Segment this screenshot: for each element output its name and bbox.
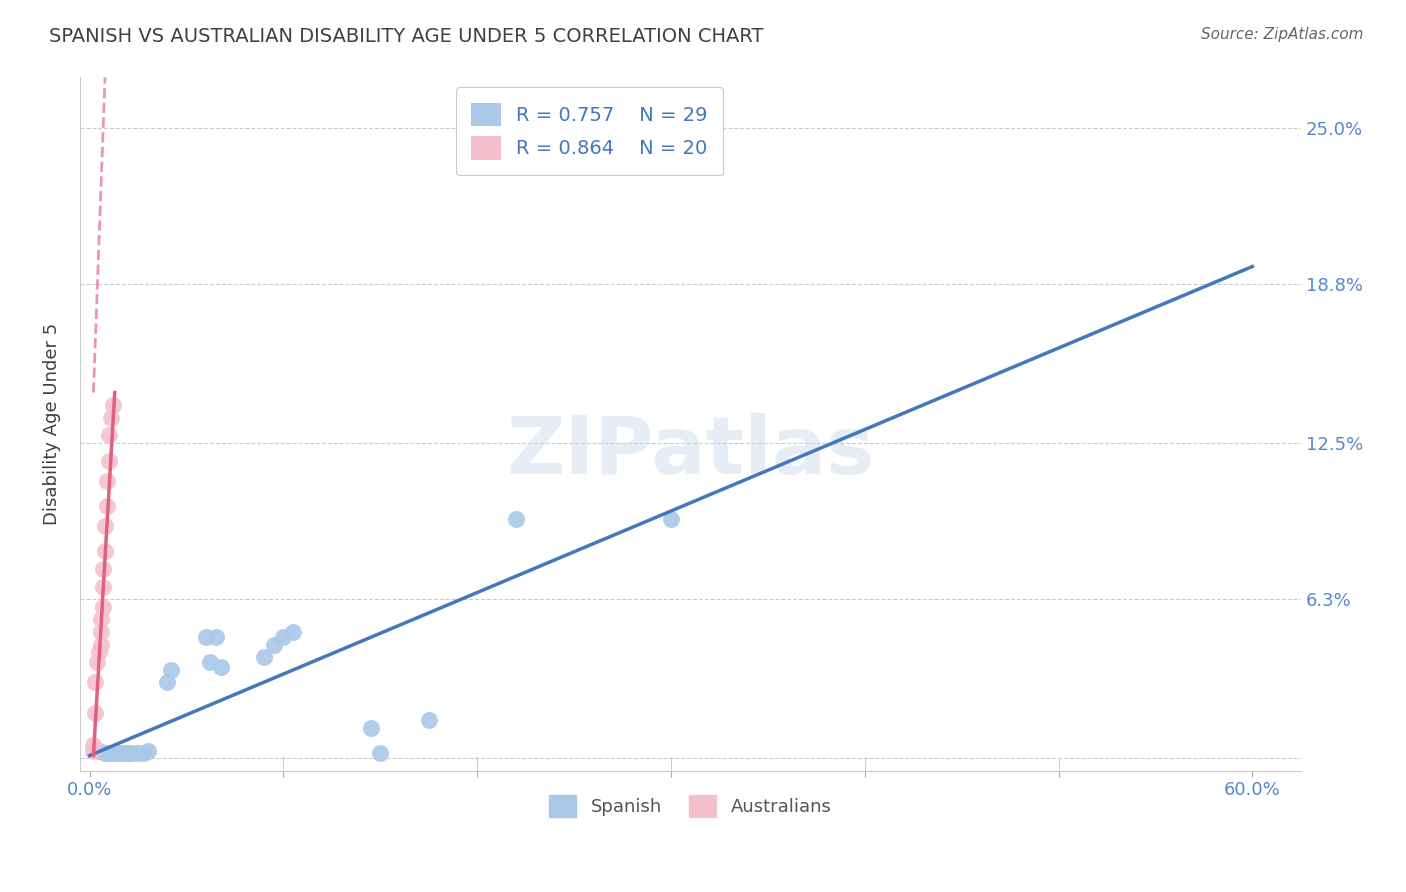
Point: [110, 746, 132, 760]
Point: [194, 630, 217, 644]
Point: [160, 663, 183, 677]
Point: [104, 746, 127, 760]
Point: [91, 580, 114, 594]
Text: SPANISH VS AUSTRALIAN DISABILITY AGE UNDER 5 CORRELATION CHART: SPANISH VS AUSTRALIAN DISABILITY AGE UND…: [49, 27, 763, 45]
Point: [94, 519, 117, 533]
Point: [82, 743, 104, 757]
Point: [91, 599, 114, 614]
Point: [107, 746, 129, 760]
Text: Source: ZipAtlas.com: Source: ZipAtlas.com: [1201, 27, 1364, 42]
Legend: Spanish, Australians: Spanish, Australians: [541, 788, 838, 824]
Text: ZIPatlas: ZIPatlas: [506, 413, 875, 491]
Point: [86, 655, 108, 669]
Point: [97, 453, 120, 467]
Point: [90, 625, 112, 640]
Point: [111, 746, 134, 760]
Point: [198, 655, 221, 669]
Point: [89, 743, 111, 757]
Point: [91, 562, 114, 576]
Point: [96, 499, 118, 513]
Point: [368, 746, 391, 760]
Point: [360, 721, 382, 735]
Point: [204, 630, 226, 644]
Point: [96, 474, 118, 488]
Point: [273, 630, 295, 644]
Point: [156, 675, 179, 690]
Point: [659, 511, 682, 525]
Point: [101, 398, 124, 412]
Point: [115, 746, 138, 760]
Point: [418, 713, 440, 727]
Point: [94, 746, 117, 760]
Point: [101, 746, 124, 760]
Point: [121, 746, 143, 760]
Point: [281, 625, 304, 640]
Point: [97, 746, 120, 760]
Point: [253, 650, 276, 665]
Point: [84, 706, 107, 720]
Point: [136, 743, 159, 757]
Point: [117, 746, 139, 760]
Point: [97, 428, 120, 442]
Point: [209, 660, 232, 674]
Point: [90, 612, 112, 626]
Point: [127, 746, 149, 760]
Point: [263, 638, 285, 652]
Point: [82, 739, 104, 753]
Point: [89, 645, 111, 659]
Point: [84, 675, 107, 690]
Point: [94, 544, 117, 558]
Y-axis label: Disability Age Under 5: Disability Age Under 5: [44, 323, 60, 525]
Point: [100, 410, 122, 425]
Point: [505, 511, 527, 525]
Point: [132, 746, 155, 760]
Point: [90, 638, 112, 652]
